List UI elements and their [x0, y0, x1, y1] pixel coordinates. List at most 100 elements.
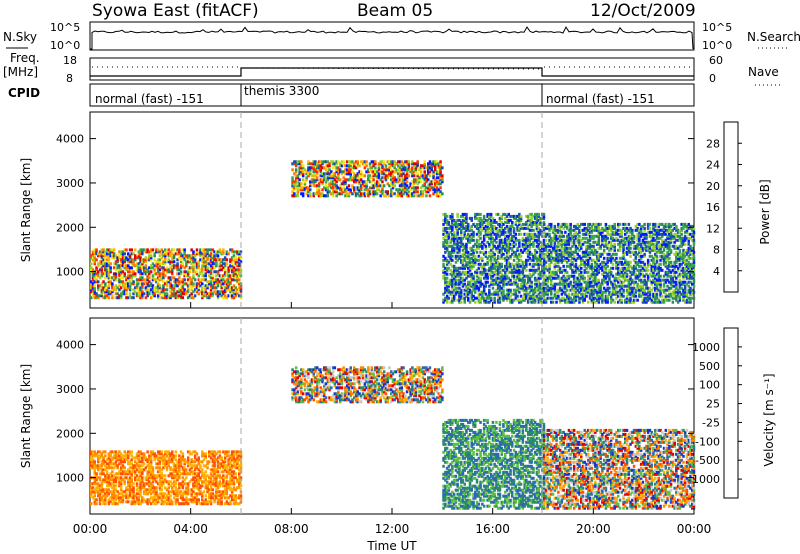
- echo-cell: [127, 264, 130, 268]
- echo-cell: [648, 226, 652, 230]
- echo-cell: [98, 284, 102, 288]
- echo-cell: [155, 266, 158, 270]
- echo-cell: [576, 246, 579, 250]
- echo-cell: [617, 238, 620, 242]
- echo-cell: [467, 282, 470, 286]
- echo-cell: [500, 280, 503, 284]
- echo-cell: [452, 272, 456, 276]
- echo-cell: [321, 182, 324, 186]
- echo-cell: [384, 178, 388, 182]
- echo-cell: [553, 270, 557, 274]
- echo-cell: [617, 280, 620, 284]
- echo-cell: [123, 252, 126, 256]
- echo-cell: [90, 268, 93, 272]
- echo-cell: [525, 220, 528, 224]
- echo-cell: [171, 292, 174, 296]
- echo-cell: [188, 276, 192, 280]
- echo-cell: [321, 192, 324, 196]
- echo-cell: [172, 288, 176, 292]
- echo-cell: [326, 186, 330, 190]
- echo-cell: [511, 268, 514, 272]
- echo-cell: [135, 278, 139, 282]
- echo-cell: [632, 266, 636, 270]
- echo-cell: [601, 292, 604, 296]
- echo-cell: [569, 232, 572, 236]
- echo-cell: [608, 292, 611, 296]
- echo-cell: [627, 264, 631, 268]
- echo-cell: [452, 296, 456, 300]
- echo-cell: [236, 264, 239, 268]
- echo-cell: [525, 292, 528, 296]
- echo-cell: [498, 288, 502, 292]
- echo-cell: [585, 232, 588, 236]
- echo-cell: [609, 294, 613, 298]
- echo-cell: [588, 230, 592, 234]
- echo-cell: [542, 240, 546, 244]
- echo-cell: [390, 178, 393, 182]
- echo-cell: [121, 276, 125, 280]
- echo-cell: [452, 270, 456, 274]
- echo-cell: [488, 216, 491, 220]
- echo-cell: [128, 282, 132, 286]
- echo-cell: [548, 232, 551, 236]
- echo-cell: [557, 252, 560, 256]
- echo-cell: [627, 248, 631, 252]
- echo-cell: [171, 288, 174, 292]
- echo-cell: [368, 186, 372, 190]
- echo-cell: [222, 282, 225, 286]
- echo-cell: [576, 238, 579, 242]
- echo-cell: [511, 234, 514, 238]
- echo-cell: [544, 248, 548, 252]
- echo-cell: [569, 246, 572, 250]
- echo-cell: [546, 244, 549, 248]
- echo-cell: [454, 266, 458, 270]
- echo-cell: [375, 184, 379, 188]
- echo-cell: [449, 216, 452, 220]
- echo-cell: [319, 164, 322, 168]
- echo-cell: [456, 254, 459, 258]
- echo-cell: [645, 232, 648, 236]
- echo-cell: [581, 286, 585, 290]
- echo-cell: [102, 250, 105, 254]
- echo-cell: [381, 192, 384, 196]
- echo-cell: [430, 180, 433, 184]
- echo-cell: [504, 294, 507, 298]
- echo-cell: [514, 216, 518, 220]
- echo-cell: [324, 164, 328, 168]
- echo-cell: [351, 184, 354, 188]
- echo-cell: [234, 274, 237, 278]
- echo-cell: [345, 178, 349, 182]
- echo-cell: [606, 232, 609, 236]
- echo-cell: [475, 224, 479, 228]
- echo-cell: [528, 234, 532, 238]
- echo-cell: [342, 180, 345, 184]
- echo-cell: [358, 180, 361, 184]
- echo-cell: [465, 226, 468, 230]
- echo-cell: [590, 250, 594, 254]
- echo-cell: [618, 222, 622, 226]
- echo-cell: [372, 170, 375, 174]
- echo-cell: [543, 292, 546, 296]
- echo-cell: [317, 184, 321, 188]
- echo-cell: [105, 274, 109, 278]
- echo-cell: [444, 270, 447, 274]
- echo-cell: [618, 242, 622, 246]
- echo-cell: [618, 260, 622, 264]
- echo-cell: [153, 272, 156, 276]
- echo-cell: [451, 278, 454, 282]
- echo-cell: [488, 266, 491, 270]
- echo-cell: [134, 286, 137, 290]
- echo-cell: [493, 226, 496, 230]
- echo-cell: [419, 190, 423, 194]
- echo-cell: [634, 260, 638, 264]
- echo-cell: [146, 270, 149, 274]
- echo-cell: [90, 280, 93, 284]
- echo-cell: [632, 272, 636, 276]
- echo-cell: [479, 216, 482, 220]
- echo-cell: [132, 252, 135, 256]
- echo-cell: [432, 170, 435, 174]
- echo-cell: [558, 224, 562, 228]
- echo-cell: [477, 298, 481, 302]
- echo-cell: [391, 176, 395, 180]
- echo-cell: [634, 264, 638, 268]
